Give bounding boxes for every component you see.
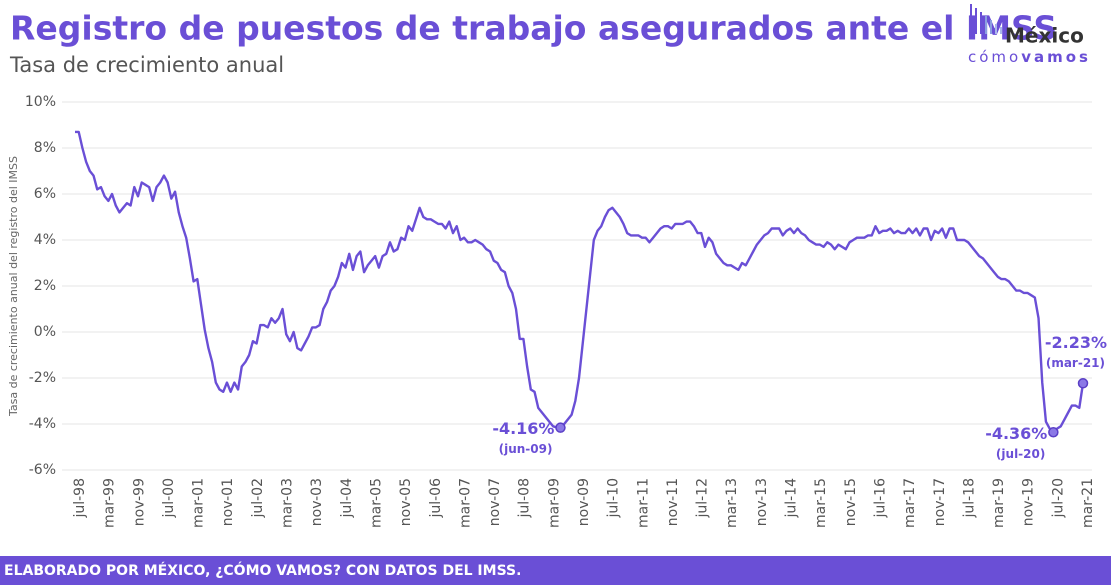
- x-tick-label: jul-18: [961, 478, 977, 519]
- value-note: (jul-20): [996, 447, 1045, 461]
- y-tick-label: -4%: [29, 416, 56, 432]
- data-point: [555, 422, 566, 433]
- x-tick-label: mar-99: [102, 478, 118, 528]
- x-tick-label: jul-12: [695, 478, 711, 519]
- footer-band: [0, 556, 1111, 585]
- x-tick-label: nov-01: [220, 478, 236, 526]
- x-tick-label: mar-09: [546, 478, 562, 528]
- data-point: [1048, 427, 1059, 438]
- x-tick-label: nov-03: [309, 478, 325, 526]
- x-tick-label: jul-98: [72, 478, 88, 519]
- x-tick-label: nov-17: [932, 478, 948, 526]
- x-tick-label: mar-05: [368, 478, 384, 528]
- x-tick-label: nov-11: [665, 478, 681, 526]
- x-tick-label: nov-19: [1021, 478, 1037, 526]
- value-label: -4.36%: [985, 424, 1047, 443]
- value-note: (jun-09): [499, 442, 553, 456]
- x-tick-label: nov-99: [131, 478, 147, 526]
- x-tick-label: mar-19: [991, 478, 1007, 528]
- x-tick-label: nov-09: [576, 478, 592, 526]
- x-tick-label: mar-11: [635, 478, 651, 528]
- y-tick-label: 2%: [34, 278, 56, 294]
- y-tick-label: 10%: [25, 94, 56, 110]
- logo-tagline: cómovamos: [968, 48, 1091, 66]
- y-axis-label: Tasa de crecimiento anual del registro d…: [7, 156, 20, 417]
- x-tick-label: mar-15: [813, 478, 829, 528]
- data-line: [75, 130, 1085, 434]
- x-tick-label: jul-20: [1050, 478, 1066, 519]
- x-tick-label: mar-21: [1080, 478, 1096, 528]
- x-tick-label: nov-07: [487, 478, 503, 526]
- x-tick-label: jul-06: [428, 478, 444, 519]
- value-label: -2.23%: [1045, 333, 1107, 352]
- x-tick-label: mar-01: [191, 478, 207, 528]
- y-tick-label: 0%: [34, 324, 56, 340]
- y-tick-label: -6%: [29, 462, 56, 478]
- x-tick-label: nov-13: [754, 478, 770, 526]
- y-tick-label: 8%: [34, 140, 56, 156]
- x-tick-label: jul-08: [517, 478, 533, 519]
- x-tick-label: mar-07: [457, 478, 473, 528]
- x-tick-label: nov-05: [398, 478, 414, 526]
- footer-text: ELABORADO POR MÉXICO, ¿CÓMO VAMOS? CON D…: [4, 561, 521, 579]
- logo-tagline-a: cómo: [968, 48, 1021, 66]
- y-tick-label: 4%: [34, 232, 56, 248]
- logo-tagline-b: vamos: [1021, 48, 1091, 66]
- x-tick-label: jul-14: [784, 478, 800, 519]
- x-tick-label: mar-17: [902, 478, 918, 528]
- logo-icon: [970, 4, 1002, 34]
- x-tick-label: jul-02: [250, 478, 266, 519]
- y-tick-label: 6%: [34, 186, 56, 202]
- value-note: (mar-21): [1046, 356, 1105, 370]
- x-tick-label: jul-10: [606, 478, 622, 519]
- x-tick-label: nov-15: [843, 478, 859, 526]
- logo-name: México: [1005, 24, 1084, 48]
- x-tick-label: mar-13: [724, 478, 740, 528]
- y-tick-label: -2%: [29, 370, 56, 386]
- chart-title: Registro de puestos de trabajo asegurado…: [10, 9, 1057, 48]
- x-tick-label: jul-04: [339, 478, 355, 519]
- data-point: [1077, 378, 1089, 389]
- x-tick-label: mar-03: [280, 478, 296, 528]
- chart-subtitle: Tasa de crecimiento anual: [9, 53, 284, 77]
- x-tick-label: jul-16: [872, 478, 888, 519]
- value-label: -4.16%: [492, 419, 554, 438]
- x-tick-label: jul-00: [161, 478, 177, 519]
